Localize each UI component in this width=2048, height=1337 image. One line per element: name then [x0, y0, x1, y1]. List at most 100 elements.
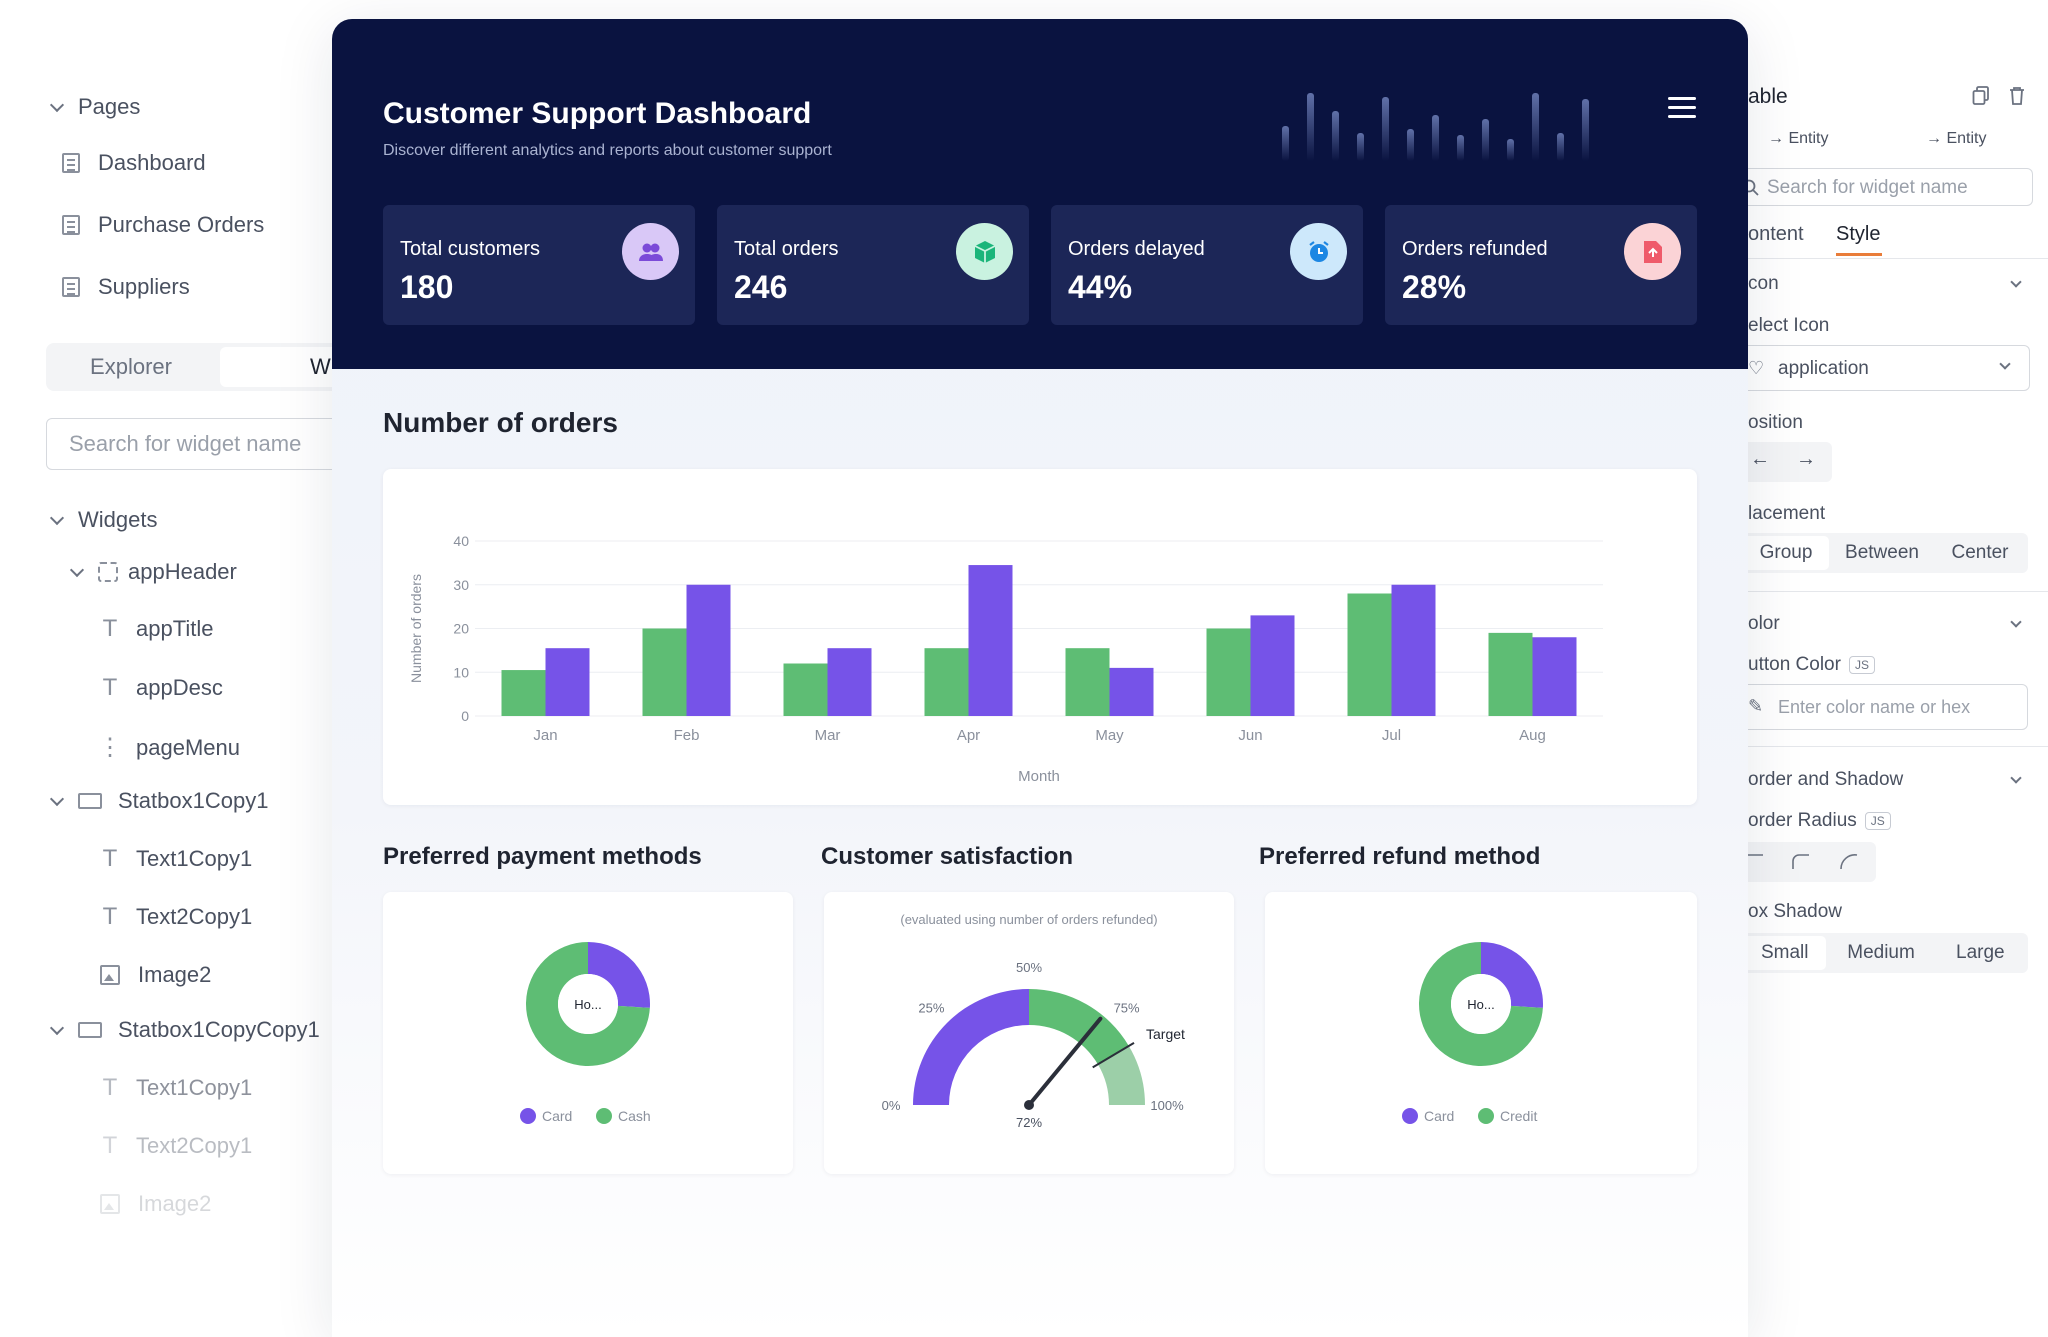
- gauge-tick-label: 50%: [1016, 960, 1042, 975]
- tree-item-label: Statbox1Copy1: [118, 788, 269, 813]
- bar: [686, 584, 731, 716]
- js-badge[interactable]: JS: [1864, 811, 1891, 830]
- tab-explorer[interactable]: Explorer: [90, 354, 172, 379]
- users-icon: [622, 223, 679, 280]
- y-tick-label: 0: [461, 708, 469, 724]
- trash-icon[interactable]: [2008, 86, 2026, 106]
- orders-chart-title: Number of orders: [383, 407, 618, 438]
- tab-content[interactable]: ontent: [1748, 223, 1804, 245]
- tree-item-pagemenu[interactable]: ⋮ pageMenu: [98, 733, 240, 762]
- tree-item-image2[interactable]: Image2: [100, 962, 211, 988]
- legend-swatch: [1402, 1108, 1418, 1124]
- gauge-band: [913, 989, 1029, 1105]
- gauge-tick-label: 75%: [1114, 1000, 1140, 1015]
- bar: [968, 565, 1013, 716]
- tree-item-appheader[interactable]: appHeader: [69, 559, 237, 585]
- app-description: Discover different analytics and reports…: [383, 142, 832, 159]
- shadow-large[interactable]: Large: [1956, 942, 2005, 963]
- box-shadow-label: ox Shadow: [1748, 901, 1843, 922]
- legend-label: Card: [1424, 1108, 1454, 1124]
- gauge-band: [1029, 989, 1129, 1065]
- tab-style[interactable]: Style: [1836, 223, 1881, 245]
- donut-slice: [1419, 942, 1543, 1066]
- bar: [1347, 593, 1392, 716]
- bar: [1391, 584, 1436, 716]
- gauge-value-label: 72%: [1016, 1115, 1042, 1130]
- entity-label: Entity: [1946, 130, 1987, 147]
- bar: [1488, 632, 1533, 716]
- arrow-right-icon: →: [1768, 130, 1789, 147]
- page-item-purchase-orders[interactable]: Purchase Orders: [62, 212, 264, 238]
- x-axis-label: Month: [1018, 768, 1060, 785]
- entity-link-b[interactable]: → Entity: [1926, 130, 1986, 148]
- app-title: Customer Support Dashboard: [383, 97, 812, 130]
- color-input[interactable]: ✎ Enter color name or hex: [1740, 684, 2028, 730]
- pages-header[interactable]: Pages: [49, 94, 140, 120]
- tree-item-text1[interactable]: T Text1Copy1: [98, 845, 253, 873]
- bar: [1250, 615, 1295, 716]
- stat-value: 44%: [1068, 269, 1133, 305]
- shadow-small[interactable]: Small: [1743, 936, 1827, 970]
- radius-small-icon[interactable]: [1792, 854, 1810, 870]
- page-item-label: Dashboard: [98, 150, 206, 175]
- text-icon: T: [102, 615, 118, 642]
- x-tick-label: Aug: [1519, 727, 1546, 744]
- entity-label: Entity: [1788, 130, 1829, 147]
- widget-search-input[interactable]: Search for widget name: [46, 418, 366, 470]
- js-badge[interactable]: JS: [1848, 655, 1875, 674]
- entity-link-a[interactable]: → Entity: [1768, 130, 1828, 148]
- text-icon: T: [102, 903, 118, 930]
- refund-doc-icon: [1624, 223, 1681, 280]
- bar: [545, 648, 590, 716]
- hamburger-menu-icon[interactable]: [1668, 97, 1696, 119]
- tree-item-text1b[interactable]: T Text1Copy1: [98, 1074, 253, 1102]
- arrow-left-icon[interactable]: ←: [1750, 448, 1770, 470]
- icon-select[interactable]: ♡ application: [1740, 345, 2030, 391]
- tree-item-statbox1[interactable]: Statbox1Copy1: [49, 788, 269, 814]
- placement-label: lacement: [1748, 503, 1826, 524]
- tree-item-appdesc[interactable]: T appDesc: [98, 674, 223, 702]
- button-color-text: utton Color: [1748, 654, 1841, 675]
- stat-label: Orders delayed: [1068, 238, 1205, 260]
- chevron-down-icon: [69, 562, 85, 578]
- page-item-suppliers[interactable]: Suppliers: [62, 274, 190, 300]
- legend-swatch: [596, 1108, 612, 1124]
- tree-item-label: appTitle: [136, 616, 214, 641]
- widgets-header[interactable]: Widgets: [49, 507, 157, 533]
- radius-none-icon[interactable]: [1746, 854, 1764, 870]
- tree-item-apptitle[interactable]: T appTitle: [98, 615, 214, 643]
- satisfaction-gauge-chart: (evaluated using number of orders refund…: [882, 912, 1185, 1130]
- placement-center[interactable]: Center: [1951, 542, 2009, 563]
- page-icon: [62, 153, 80, 173]
- page-item-dashboard[interactable]: Dashboard: [62, 150, 206, 176]
- placement-group[interactable]: Group: [1743, 536, 1829, 570]
- stat-card-orders: Total orders 246: [717, 205, 1029, 325]
- arrow-right-icon[interactable]: →: [1796, 448, 1816, 470]
- orders-bar-chart: 0 10 20 30 40 Jan Feb Mar Apr May Jun Jul Aug Month Nu…: [408, 533, 1603, 785]
- tree-item-image2b[interactable]: Image2: [100, 1191, 211, 1217]
- text-icon: T: [102, 1074, 118, 1101]
- divider: [1740, 746, 2048, 747]
- stat-label: Total customers: [400, 238, 541, 260]
- tree-item-statbox2[interactable]: Statbox1CopyCopy1: [49, 1017, 320, 1043]
- tree-item-text2b[interactable]: T Text2Copy1: [98, 1132, 253, 1160]
- shadow-medium[interactable]: Medium: [1847, 942, 1915, 963]
- inspector-search-input[interactable]: Search for widget name: [1740, 168, 2033, 206]
- tab-style-underline: [1836, 253, 1882, 256]
- color-section-header[interactable]: olor: [1748, 613, 1780, 634]
- y-axis-label: Number of orders: [408, 574, 424, 683]
- image-icon: [100, 1194, 120, 1214]
- border-section-header[interactable]: order and Shadow: [1748, 769, 1904, 790]
- placement-between[interactable]: Between: [1845, 542, 1919, 563]
- radius-large-icon[interactable]: [1840, 854, 1858, 870]
- tree-item-text2[interactable]: T Text2Copy1: [98, 903, 253, 931]
- copy-icon[interactable]: [1972, 86, 1990, 106]
- inspector-title: able: [1748, 85, 1788, 108]
- bar: [1206, 628, 1251, 716]
- donut-center-label: Ho...: [574, 997, 601, 1012]
- refund-chart-title: Preferred refund method: [1259, 843, 1541, 870]
- explorer-panel: Pages Dashboard Purchase Orders Supplier…: [0, 0, 372, 1337]
- tree-item-label: Image2: [138, 1191, 212, 1216]
- icon-section-header[interactable]: con: [1748, 273, 1779, 294]
- explorer-tabs: Explorer Widge: [46, 343, 372, 391]
